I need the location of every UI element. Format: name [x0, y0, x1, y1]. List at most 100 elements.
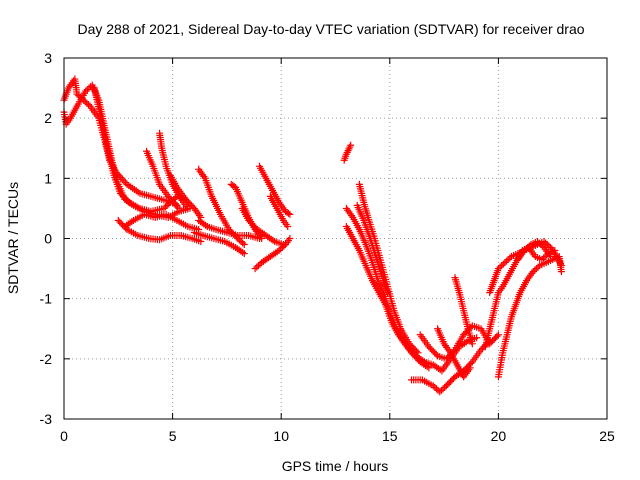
- data-point: [240, 241, 248, 249]
- x-tick-label: 0: [60, 428, 68, 444]
- data-point: [165, 200, 173, 208]
- series-sat-ac: [514, 238, 555, 264]
- series-sat-v: [408, 337, 494, 396]
- series-sat-g: [143, 147, 181, 209]
- data-point: [120, 177, 128, 185]
- data-point: [84, 101, 92, 109]
- data-point: [124, 197, 132, 205]
- data-point: [277, 245, 285, 253]
- chart-title: Day 288 of 2021, Sidereal Day-to-day VTE…: [77, 21, 584, 37]
- data-point: [239, 239, 247, 247]
- series-sat-o: [251, 235, 294, 273]
- data-point: [253, 263, 261, 271]
- data-point: [499, 260, 507, 268]
- data-point: [501, 259, 509, 267]
- data-point: [286, 235, 294, 242]
- data-point: [240, 250, 248, 258]
- y-tick-label: 2: [44, 110, 52, 126]
- data-point: [535, 239, 543, 247]
- data-point: [436, 388, 444, 396]
- data-point: [284, 209, 292, 217]
- x-tick-label: 25: [599, 428, 615, 444]
- series-sat-j: [195, 216, 263, 242]
- plot-frame: [63, 57, 608, 420]
- data-point: [414, 349, 422, 357]
- data-point: [413, 347, 421, 355]
- data-point: [439, 385, 447, 393]
- series-sat-m: [255, 162, 294, 218]
- data-point: [432, 385, 440, 393]
- data-point: [498, 262, 506, 270]
- data-point: [494, 331, 502, 339]
- series-sat-e: [121, 210, 203, 233]
- data-point: [493, 332, 501, 340]
- data-point: [522, 245, 530, 253]
- data-point: [237, 238, 245, 246]
- y-tick-label: 1: [44, 170, 52, 186]
- series-sat-u: [355, 180, 422, 357]
- data-point: [506, 254, 514, 262]
- x-tick-label: 20: [491, 428, 507, 444]
- data-point: [532, 265, 540, 273]
- x-tick-label: 15: [382, 428, 398, 444]
- y-tick-label: 3: [44, 50, 52, 66]
- data-point: [251, 265, 259, 273]
- data-point: [173, 201, 181, 209]
- data-point: [496, 263, 504, 271]
- x-tick-label: 5: [169, 428, 177, 444]
- data-point: [280, 242, 288, 250]
- data-points: [60, 75, 565, 396]
- data-point: [82, 87, 90, 95]
- data-point: [275, 247, 283, 255]
- data-point: [468, 340, 476, 348]
- y-tick-label: 0: [44, 231, 52, 247]
- data-point: [524, 244, 532, 252]
- series-sat-h: [166, 171, 205, 221]
- data-point: [254, 262, 262, 270]
- data-point: [494, 265, 502, 273]
- series-sat-y: [451, 274, 476, 348]
- data-point: [533, 238, 541, 246]
- y-tick-label: -3: [40, 411, 53, 427]
- data-point: [171, 200, 179, 208]
- data-point: [504, 256, 512, 264]
- y-tick-label: -1: [40, 291, 53, 307]
- data-point: [534, 263, 542, 271]
- data-point: [121, 179, 129, 187]
- series-sat-p: [266, 192, 292, 230]
- y-tick-label: -2: [40, 351, 53, 367]
- data-point: [73, 90, 81, 98]
- data-point: [432, 350, 440, 358]
- series-sat-q: [340, 141, 355, 164]
- data-point: [162, 203, 170, 211]
- data-point: [547, 253, 555, 261]
- data-point: [197, 238, 205, 246]
- data-point: [258, 235, 266, 242]
- series-sat-k: [190, 228, 248, 258]
- data-point: [437, 386, 445, 394]
- data-point: [286, 210, 294, 218]
- data-point: [529, 268, 537, 276]
- data-point: [540, 238, 548, 246]
- data-point: [542, 239, 550, 247]
- x-axis-label: GPS time / hours: [282, 458, 389, 474]
- data-point: [466, 364, 474, 372]
- x-tick-label: 10: [273, 428, 289, 444]
- data-point: [431, 383, 439, 391]
- data-point: [163, 201, 171, 209]
- data-point: [284, 222, 292, 230]
- data-point: [543, 241, 551, 249]
- series-sat-n: [238, 204, 287, 249]
- data-point: [347, 141, 355, 149]
- data-point: [278, 244, 286, 252]
- data-point: [557, 268, 565, 276]
- data-point: [467, 359, 475, 367]
- series-sat-s: [342, 204, 433, 372]
- series-sat-ab: [494, 253, 565, 381]
- data-point: [503, 257, 511, 265]
- data-point: [184, 204, 192, 212]
- data-point: [537, 241, 545, 249]
- series-sat-d: [114, 216, 205, 246]
- data-point: [83, 86, 91, 94]
